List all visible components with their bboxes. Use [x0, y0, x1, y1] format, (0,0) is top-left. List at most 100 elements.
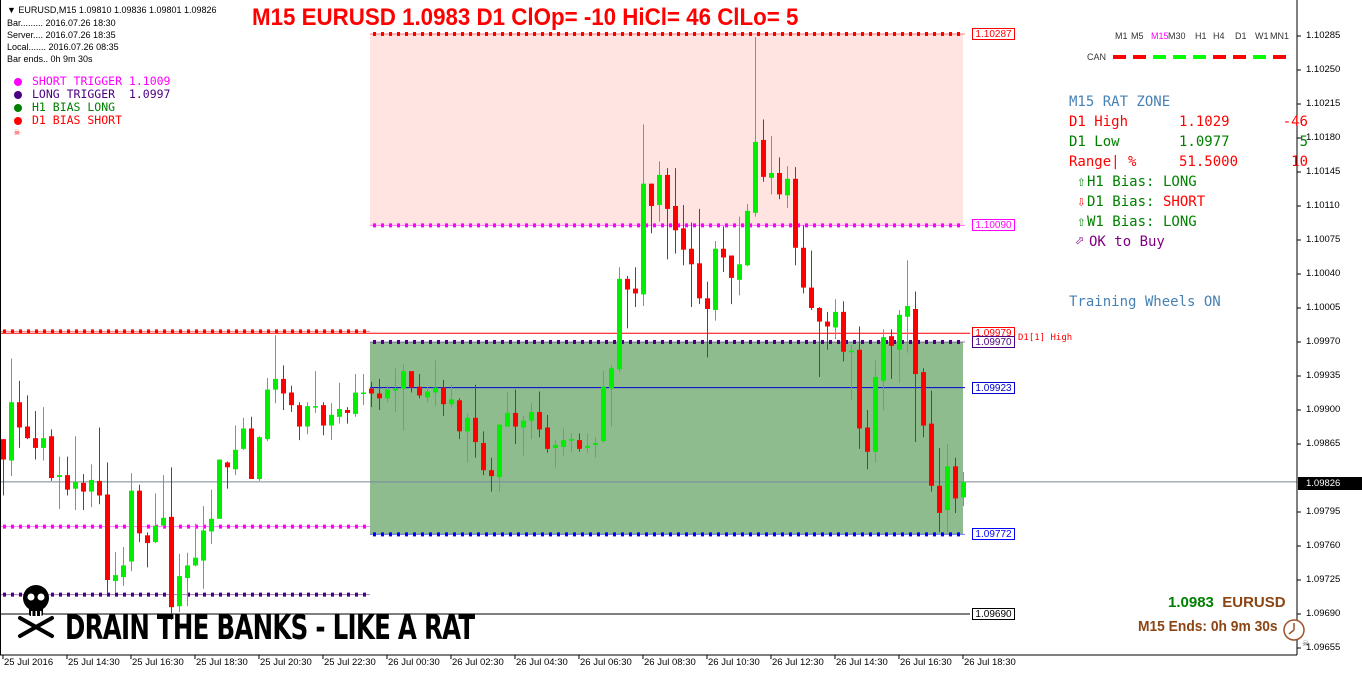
candle	[145, 532, 150, 568]
candle-body	[617, 278, 622, 370]
candle	[617, 267, 622, 373]
candle-body	[329, 414, 334, 426]
candle-body	[945, 466, 950, 511]
candle	[305, 402, 310, 435]
bar-time: Bar......... 2016.07.26 18:30	[7, 18, 116, 28]
candle-body	[777, 172, 782, 195]
candle-body	[849, 350, 854, 353]
candle-body	[529, 411, 534, 421]
candle-body	[385, 389, 390, 399]
candle	[89, 464, 94, 508]
can-indicator-dash	[1273, 55, 1286, 59]
candle-body	[289, 392, 294, 406]
candle-body	[641, 183, 646, 295]
candle-body	[521, 420, 526, 428]
time-tick-label: 25 Jul 16:30	[132, 657, 184, 668]
price-tick-label: 1.10180	[1306, 132, 1341, 143]
candle	[529, 403, 534, 440]
candle	[9, 358, 14, 477]
candle-body	[657, 174, 662, 206]
timeframe-m30[interactable]: M30	[1168, 31, 1186, 41]
price-tick-label: 1.10075	[1306, 234, 1341, 245]
candle-body	[505, 412, 510, 427]
candle-body	[769, 172, 774, 178]
candle-body	[929, 423, 934, 486]
candle	[209, 489, 214, 545]
candle-body	[697, 263, 702, 299]
candle	[465, 413, 470, 463]
timeframe-mn1[interactable]: MN1	[1270, 31, 1290, 41]
candle-body	[793, 178, 798, 248]
candle	[105, 462, 110, 593]
candle	[361, 374, 366, 406]
level-price-label: 1.09772	[972, 528, 1015, 541]
collapse-triangle-icon[interactable]: ▼	[7, 5, 19, 15]
candle-body	[585, 445, 590, 448]
price-tick-label: 1.09795	[1306, 506, 1341, 517]
candle-body	[761, 139, 766, 177]
candle-body	[817, 308, 822, 322]
price-tick-label: 1.09970	[1306, 336, 1341, 347]
timeframe-w1[interactable]: W1	[1255, 31, 1269, 41]
candle	[81, 474, 86, 511]
candle-body	[113, 575, 118, 581]
price-tick-label: 1.09900	[1306, 404, 1341, 415]
magenta-dot-icon	[14, 78, 22, 86]
timeframe-h4[interactable]: H4	[1213, 31, 1225, 41]
candle-body	[97, 480, 102, 496]
candle-body	[353, 392, 358, 414]
candle	[857, 326, 862, 449]
candle-body	[841, 311, 846, 352]
bias-value: LONG	[1163, 214, 1197, 230]
skull-crossbones-icon	[18, 585, 54, 638]
candle	[313, 371, 318, 413]
symbol-header[interactable]: ▼ EURUSD,M15 1.09810 1.09836 1.09801 1.0…	[7, 4, 217, 16]
timeframe-h1[interactable]: H1	[1195, 31, 1207, 41]
candle-body	[673, 206, 678, 231]
candle	[409, 371, 414, 393]
candle	[897, 309, 902, 383]
candle	[625, 275, 630, 329]
can-label: CAN	[1087, 52, 1107, 62]
can-indicator-dash	[1213, 55, 1226, 59]
candle-body	[65, 475, 70, 490]
time-tick-label: 25 Jul 18:30	[196, 657, 248, 668]
rat-zone-row-value: 1.1029	[1179, 114, 1230, 130]
candle-body	[225, 462, 230, 468]
candle-body	[609, 368, 614, 389]
candle	[665, 168, 670, 260]
candle-body	[833, 311, 838, 328]
timeframe-m1[interactable]: M1	[1115, 31, 1128, 41]
candle	[337, 382, 342, 424]
timeframe-m15[interactable]: M15	[1151, 31, 1169, 41]
candle	[673, 168, 678, 254]
candle	[393, 368, 398, 412]
candle	[433, 360, 438, 407]
candle-body	[649, 183, 654, 207]
time-tick-label: 26 Jul 08:30	[644, 657, 696, 668]
candle-body	[153, 525, 158, 543]
can-indicator-dash	[1133, 55, 1146, 59]
candle	[905, 260, 910, 353]
local-time: Local....... 2016.07.26 08:35	[7, 42, 119, 52]
candle	[193, 523, 198, 567]
candle	[161, 475, 166, 528]
candle	[641, 124, 646, 307]
candle-body	[425, 391, 430, 398]
price-tick-label: 1.10110	[1306, 200, 1340, 211]
candle-body	[489, 470, 494, 477]
price-tick-label: 1.09725	[1306, 574, 1341, 585]
candle	[649, 183, 654, 234]
candle-body	[281, 378, 286, 394]
candle-body	[553, 444, 558, 448]
candle	[25, 395, 30, 440]
candle	[417, 374, 422, 399]
candle-body	[73, 481, 78, 489]
price-tick-label: 1.10215	[1306, 98, 1341, 109]
candle	[569, 433, 574, 452]
timeframe-d1[interactable]: D1	[1235, 31, 1247, 41]
timeframe-m5[interactable]: M5	[1131, 31, 1144, 41]
candle	[345, 407, 350, 424]
candle	[585, 433, 590, 453]
